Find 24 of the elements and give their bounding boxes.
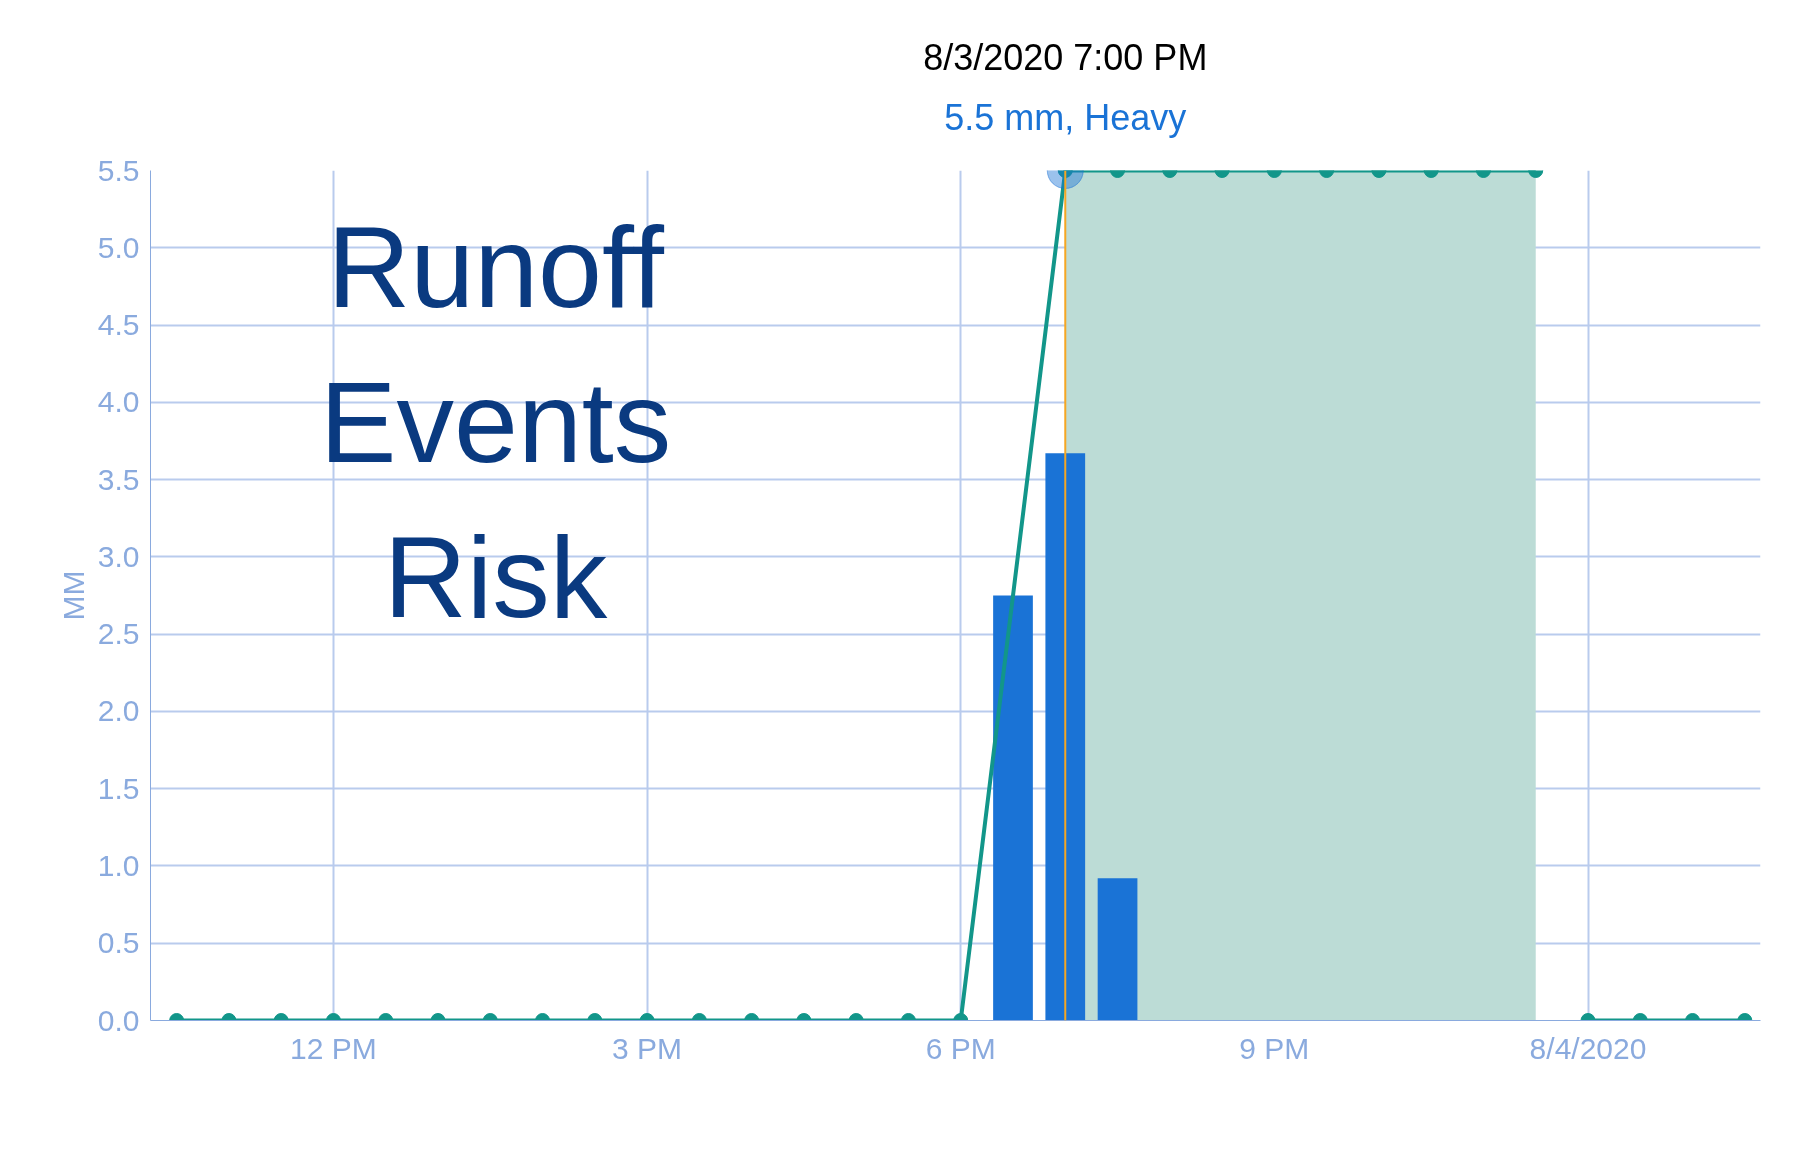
y-tick-label: 1.0 (97, 848, 140, 882)
y-tick-label: 0.0 (97, 1003, 140, 1037)
y-tick-label: 4.0 (97, 385, 140, 419)
x-tick-label: 6 PM (925, 1031, 996, 1065)
y-tick-label: 2.5 (97, 617, 140, 651)
bar (993, 595, 1033, 1021)
annotation: 5.5 mm, Heavy (944, 97, 1187, 138)
y-tick-label: 2.0 (97, 694, 140, 728)
annotation: 8/3/2020 7:00 PM (923, 37, 1208, 78)
y-tick-label: 3.0 (97, 539, 140, 573)
y-tick-label: 1.5 (97, 771, 140, 805)
bar (1097, 878, 1138, 1021)
x-tick-label: 3 PM (612, 1031, 683, 1065)
y-axis-title: MM (56, 570, 90, 621)
y-tick-label: 5.5 (97, 153, 140, 187)
annotation: Runoff Events Risk (319, 202, 672, 641)
y-tick-label: 0.5 (97, 926, 140, 960)
y-tick-label: 5.0 (97, 230, 140, 264)
x-tick-label: 8/4/2020 (1529, 1031, 1647, 1065)
y-tick-label: 3.5 (97, 462, 140, 496)
x-tick-label: 9 PM (1239, 1031, 1310, 1065)
x-tick-label: 12 PM (290, 1031, 377, 1065)
bar (1045, 453, 1086, 1021)
y-tick-label: 4.5 (97, 308, 140, 342)
